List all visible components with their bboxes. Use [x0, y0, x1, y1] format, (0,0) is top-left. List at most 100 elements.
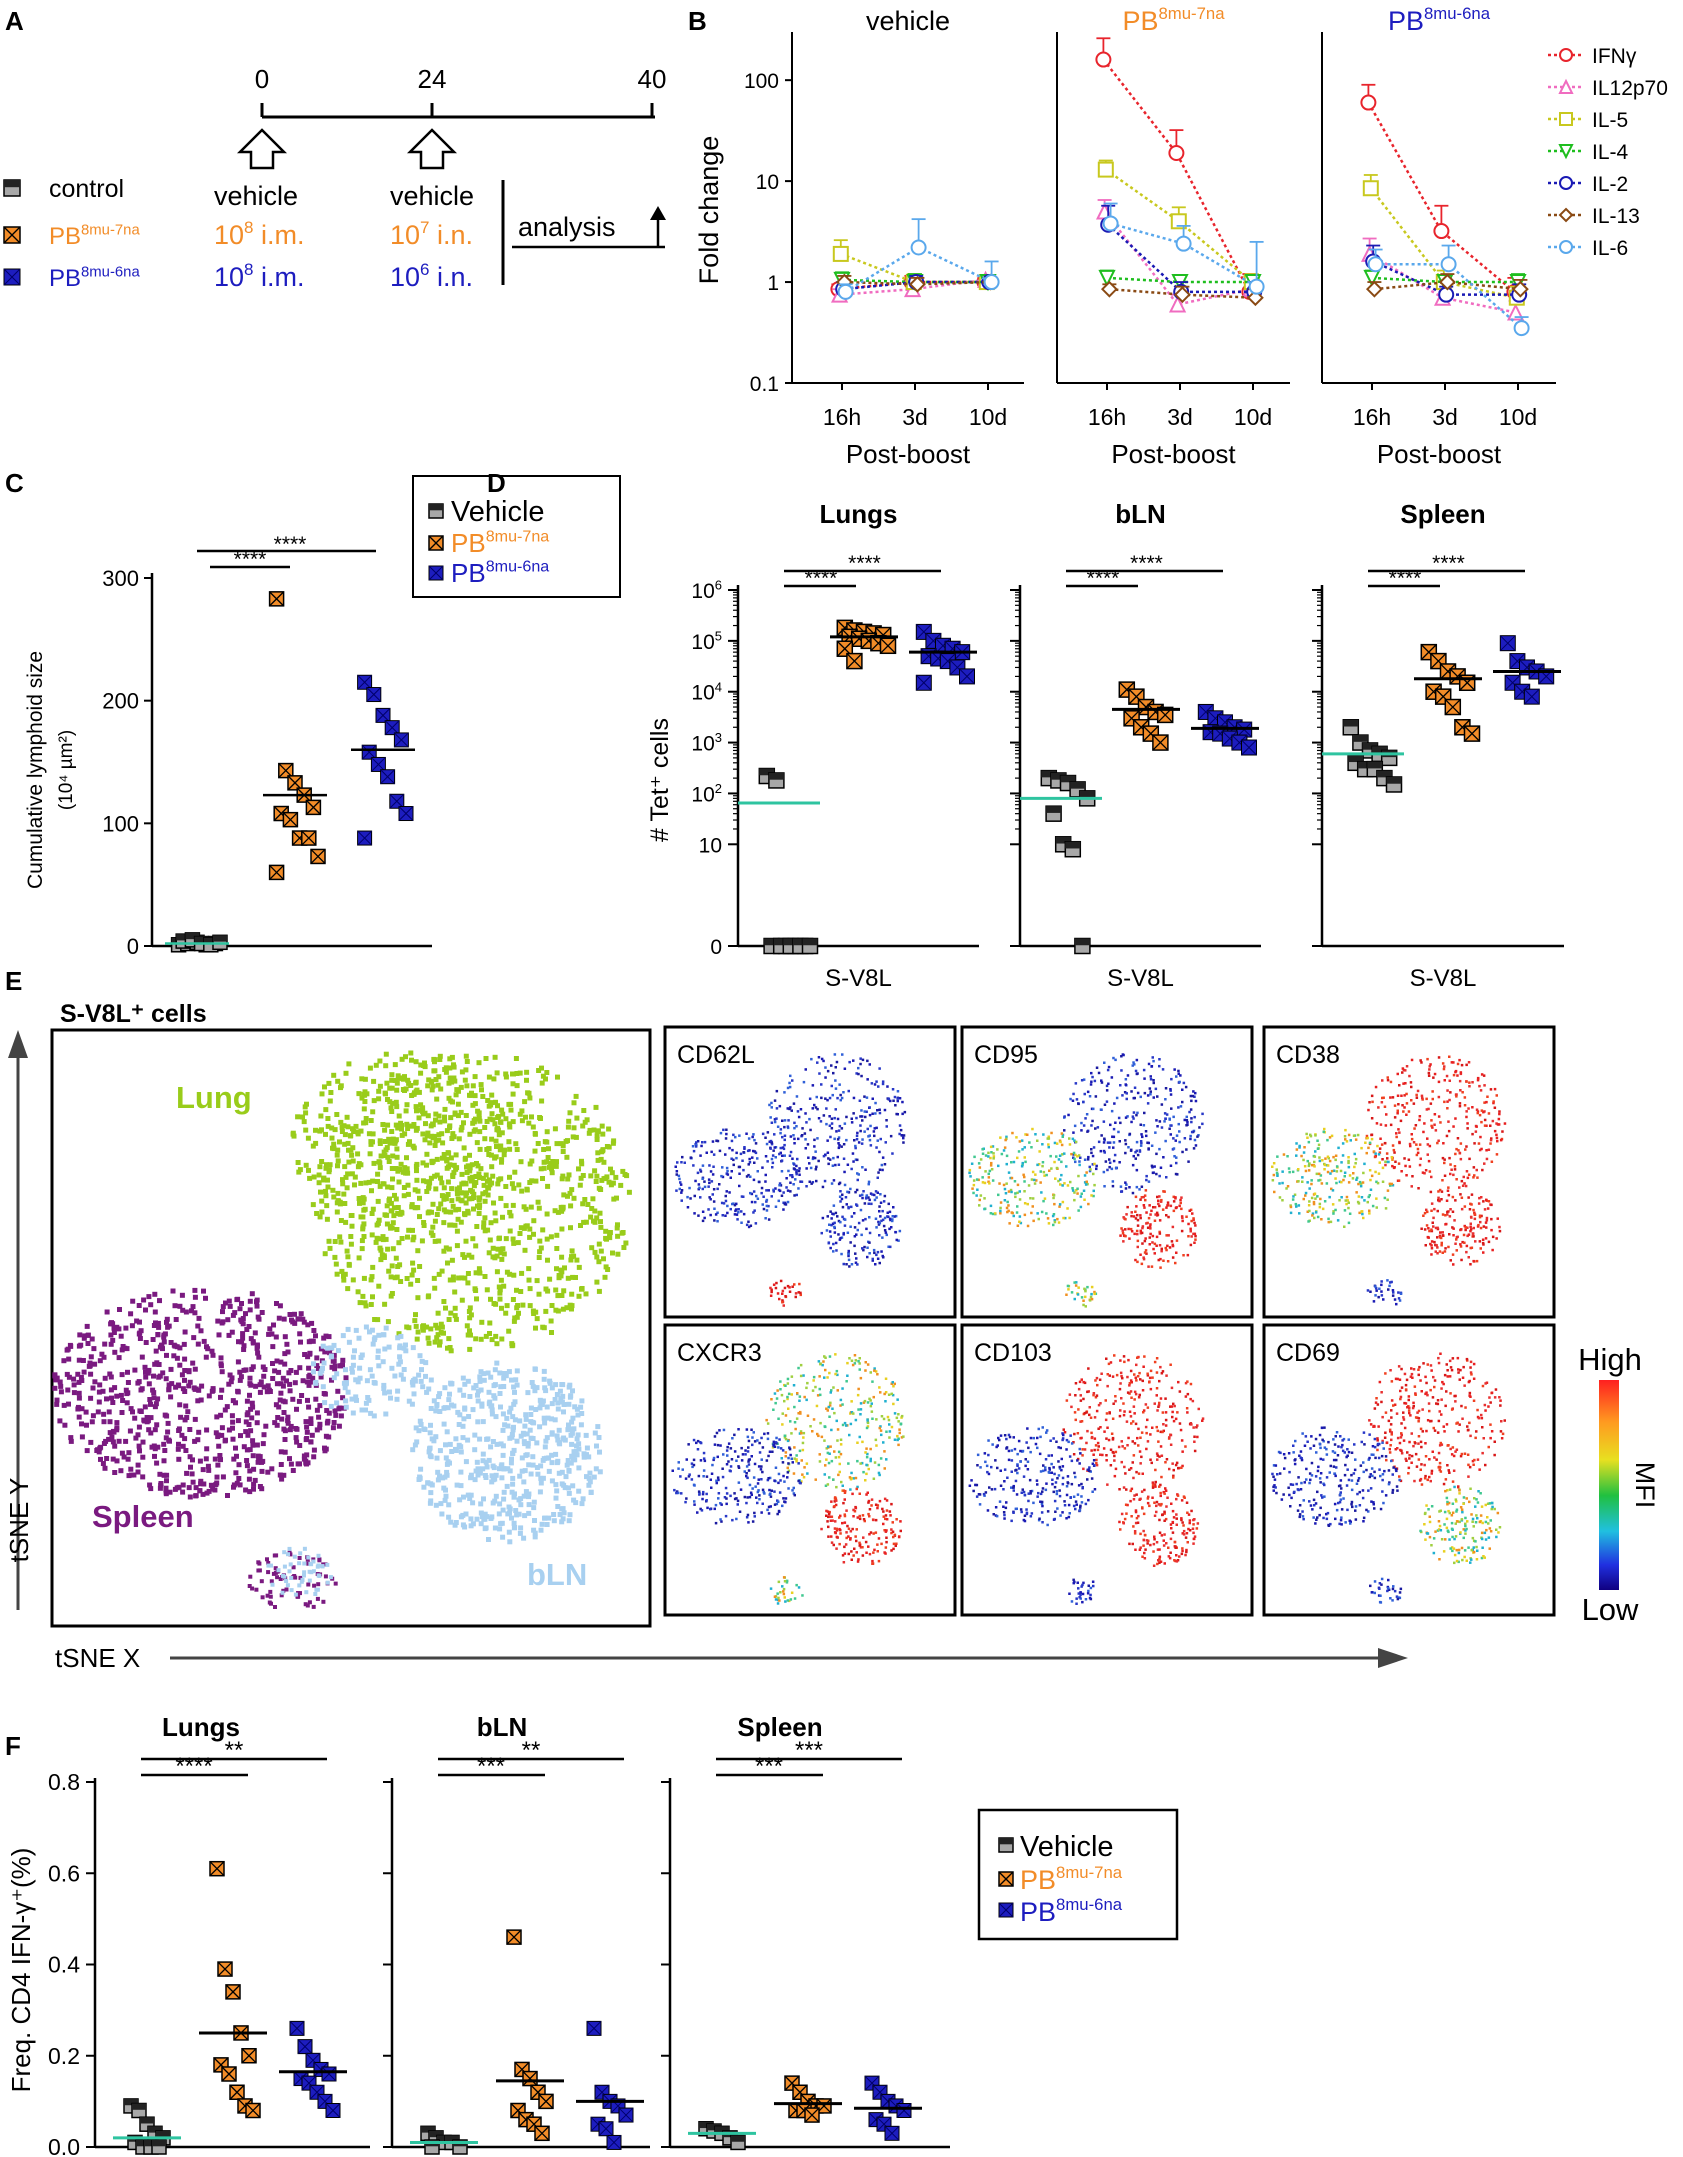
legend-label: PB8mu-6na	[451, 558, 549, 588]
cell-point	[774, 1286, 778, 1290]
cell-point	[807, 1156, 810, 1159]
cell-point	[405, 1170, 411, 1176]
cell-point	[401, 1345, 407, 1351]
cell-point	[1080, 1121, 1083, 1125]
cell-point	[837, 1146, 841, 1150]
marker-top	[1070, 781, 1086, 789]
cell-point	[857, 1072, 860, 1076]
cell-point	[1024, 1160, 1027, 1164]
cell-point	[375, 1317, 381, 1323]
marker-cross	[1231, 734, 1248, 751]
cell-point	[107, 1430, 113, 1436]
cell-point	[722, 1202, 726, 1205]
cell-point	[679, 1181, 682, 1184]
cell-point	[1092, 1194, 1095, 1198]
cell-point	[486, 1457, 492, 1463]
cell-point	[436, 1132, 442, 1138]
cell-point	[1201, 1112, 1204, 1116]
cell-point	[452, 1111, 458, 1117]
cell-point	[117, 1307, 122, 1312]
cell-point	[137, 1448, 142, 1454]
cell-point	[880, 1250, 883, 1253]
cell-point	[691, 1145, 695, 1148]
cell-point	[469, 1189, 475, 1195]
cell-point	[284, 1341, 290, 1347]
cell-point	[87, 1360, 93, 1366]
cell-point	[465, 1492, 471, 1498]
cell-point	[152, 1309, 158, 1315]
cell-point	[708, 1164, 711, 1167]
cell-point	[232, 1310, 238, 1316]
cell-point	[256, 1456, 262, 1462]
cell-point	[493, 1301, 499, 1307]
cell-point	[991, 1212, 995, 1216]
cell-point	[166, 1382, 172, 1388]
cell-point	[754, 1151, 758, 1155]
cell-point	[128, 1311, 134, 1317]
cell-point	[1024, 1133, 1027, 1136]
cell-point	[493, 1218, 499, 1224]
cell-point	[810, 1182, 813, 1185]
cell-point	[878, 1210, 881, 1213]
cell-point	[765, 1200, 768, 1203]
cell-point	[388, 1274, 394, 1280]
cell-point	[816, 1137, 819, 1140]
cell-point	[768, 1103, 771, 1107]
cell-point	[1086, 1182, 1089, 1186]
cell-point	[498, 1404, 503, 1410]
cell-point	[592, 1208, 598, 1214]
cell-point	[697, 1183, 701, 1186]
cell-point	[193, 1485, 199, 1491]
cell-point	[215, 1318, 221, 1324]
cell-point	[455, 1101, 461, 1107]
cell-point	[1201, 1122, 1204, 1126]
cell-point	[462, 1275, 468, 1281]
cell-point	[137, 1330, 143, 1336]
cell-point	[557, 1512, 563, 1517]
cell-point	[383, 1051, 389, 1057]
cell-point	[295, 1594, 300, 1599]
cell-point	[742, 1168, 745, 1172]
cell-point	[593, 1179, 599, 1184]
cell-point	[441, 1207, 447, 1213]
cell-point	[89, 1336, 95, 1342]
cell-point	[792, 1102, 796, 1105]
cell-point	[836, 1138, 840, 1141]
cell-point	[754, 1222, 758, 1225]
cell-point	[321, 1177, 327, 1183]
cell-point	[439, 1131, 445, 1137]
cell-point	[586, 1454, 592, 1460]
cell-point	[1126, 1115, 1129, 1118]
cluster-bln	[410, 1360, 603, 1545]
cell-point	[329, 1353, 334, 1359]
cell-point	[1042, 1170, 1046, 1174]
cell-point	[88, 1439, 94, 1445]
cell-point	[860, 1233, 863, 1237]
cell-point	[257, 1561, 262, 1566]
cell-point	[1149, 1075, 1152, 1078]
data-point	[1509, 653, 1526, 670]
cell-point	[271, 1322, 276, 1328]
cell-point	[805, 1167, 808, 1170]
cell-point	[1063, 1182, 1066, 1185]
cell-point	[536, 1255, 542, 1260]
cell-point	[299, 1579, 304, 1584]
cell-point	[541, 1147, 547, 1152]
cell-point	[580, 1123, 586, 1129]
cell-point	[871, 1259, 874, 1262]
cell-point	[1012, 1160, 1016, 1164]
marker-cross	[1207, 710, 1224, 727]
cell-point	[311, 1557, 316, 1562]
cell-point	[491, 1465, 497, 1471]
cell-point	[873, 1198, 877, 1202]
cell-point	[325, 1123, 331, 1129]
cell-point	[307, 1569, 312, 1574]
cell-point	[898, 1097, 902, 1100]
cell-point	[532, 1388, 538, 1394]
cell-point	[1135, 1185, 1139, 1189]
cell-point	[789, 1174, 792, 1177]
cell-point	[112, 1443, 118, 1449]
cell-point	[1115, 1166, 1118, 1170]
cell-point	[387, 1138, 393, 1143]
cell-point	[499, 1159, 504, 1165]
